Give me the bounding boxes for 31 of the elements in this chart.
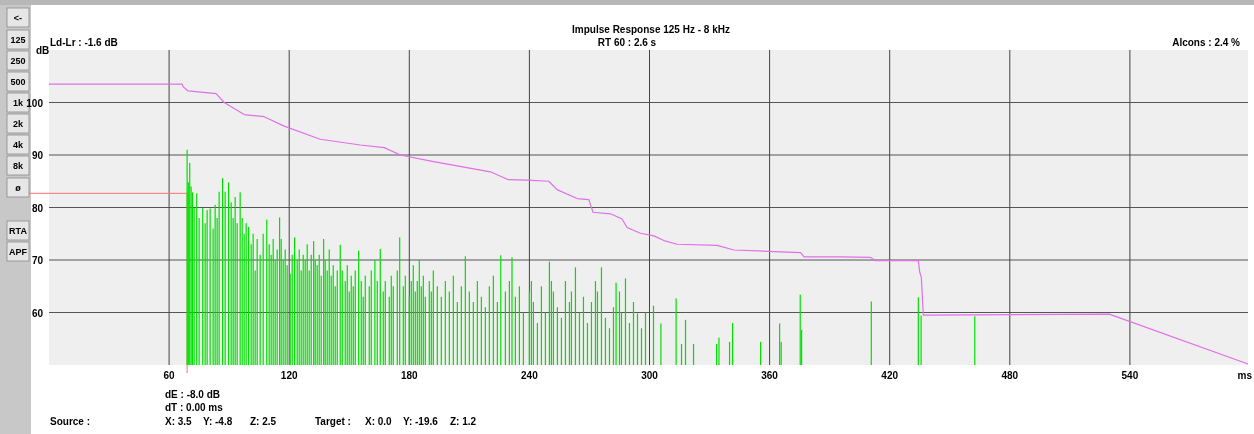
y-tick-label: 90 bbox=[31, 150, 44, 161]
y-tick-label: 70 bbox=[31, 255, 44, 266]
x-tick-label: 240 bbox=[521, 370, 539, 381]
text: Ld-Lr : -1.6 dB bbox=[50, 37, 118, 48]
x-tick-label: 120 bbox=[280, 370, 298, 381]
text: X: 3.5 bbox=[165, 416, 193, 427]
text: Target : bbox=[315, 416, 351, 427]
x-axis-title: ms bbox=[1237, 370, 1253, 381]
x-tick-label: 540 bbox=[1121, 370, 1139, 381]
text: dT : 0.00 ms bbox=[165, 402, 224, 413]
text: RT 60 : 2.6 s bbox=[597, 37, 657, 48]
text: Z: 1.2 bbox=[450, 416, 477, 427]
y-tick-label: 100 bbox=[26, 97, 44, 109]
line-series bbox=[48, 83, 1249, 365]
text: Alcons : 2.4 % bbox=[1172, 37, 1241, 48]
y-axis-title: dB bbox=[36, 45, 50, 56]
x-tick-label: 480 bbox=[1001, 370, 1019, 381]
x-tick-label: 420 bbox=[881, 370, 899, 381]
chart-title: Impulse Response 125 Hz - 8 kHz bbox=[572, 24, 730, 35]
text: Y: -4.8 bbox=[203, 416, 233, 427]
x-tick-label: 360 bbox=[761, 370, 779, 381]
y-tick-label: 60 bbox=[31, 307, 44, 319]
x-tick-label: 180 bbox=[400, 370, 419, 381]
x-tick-label: 300 bbox=[641, 370, 659, 381]
text: dE : -8.0 dB bbox=[165, 389, 221, 400]
text: X: 0.0 bbox=[365, 416, 393, 427]
source-note: Source : bbox=[50, 416, 91, 427]
text: Y: -19.6 bbox=[403, 416, 439, 427]
x-tick-label: 60 bbox=[163, 370, 176, 381]
text: Z: 2.5 bbox=[250, 416, 277, 427]
y-tick-label: 80 bbox=[31, 202, 44, 214]
